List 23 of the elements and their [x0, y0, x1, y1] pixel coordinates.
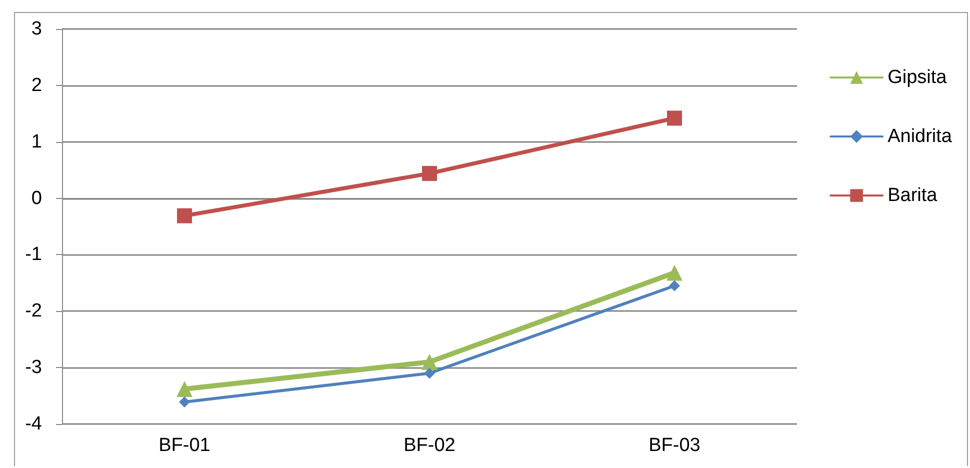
x-tick-label: BF-01 — [158, 435, 210, 456]
y-tick-label: -4 — [25, 414, 42, 434]
point — [424, 368, 435, 379]
legend-label: Gipsita — [888, 67, 948, 88]
point — [667, 110, 682, 126]
y-tick-label: -2 — [25, 300, 42, 322]
y-tick-label: 3 — [31, 18, 42, 40]
point — [422, 166, 437, 181]
point — [176, 381, 192, 398]
point — [666, 264, 682, 281]
point — [179, 396, 190, 408]
point — [177, 208, 192, 224]
x-tick-label: BF-02 — [404, 435, 456, 456]
y-tick-label: 1 — [31, 131, 42, 152]
x-tick-label: BF-03 — [648, 435, 700, 456]
y-tick-label: -1 — [25, 244, 42, 266]
y-tick-label: 0 — [31, 188, 42, 209]
legend-label: Anidrita — [888, 126, 952, 147]
y-tick-label: 2 — [31, 74, 42, 96]
point — [669, 280, 680, 292]
legend-label: Barita — [888, 185, 938, 206]
y-tick-label: -3 — [25, 357, 42, 378]
point — [422, 354, 438, 370]
